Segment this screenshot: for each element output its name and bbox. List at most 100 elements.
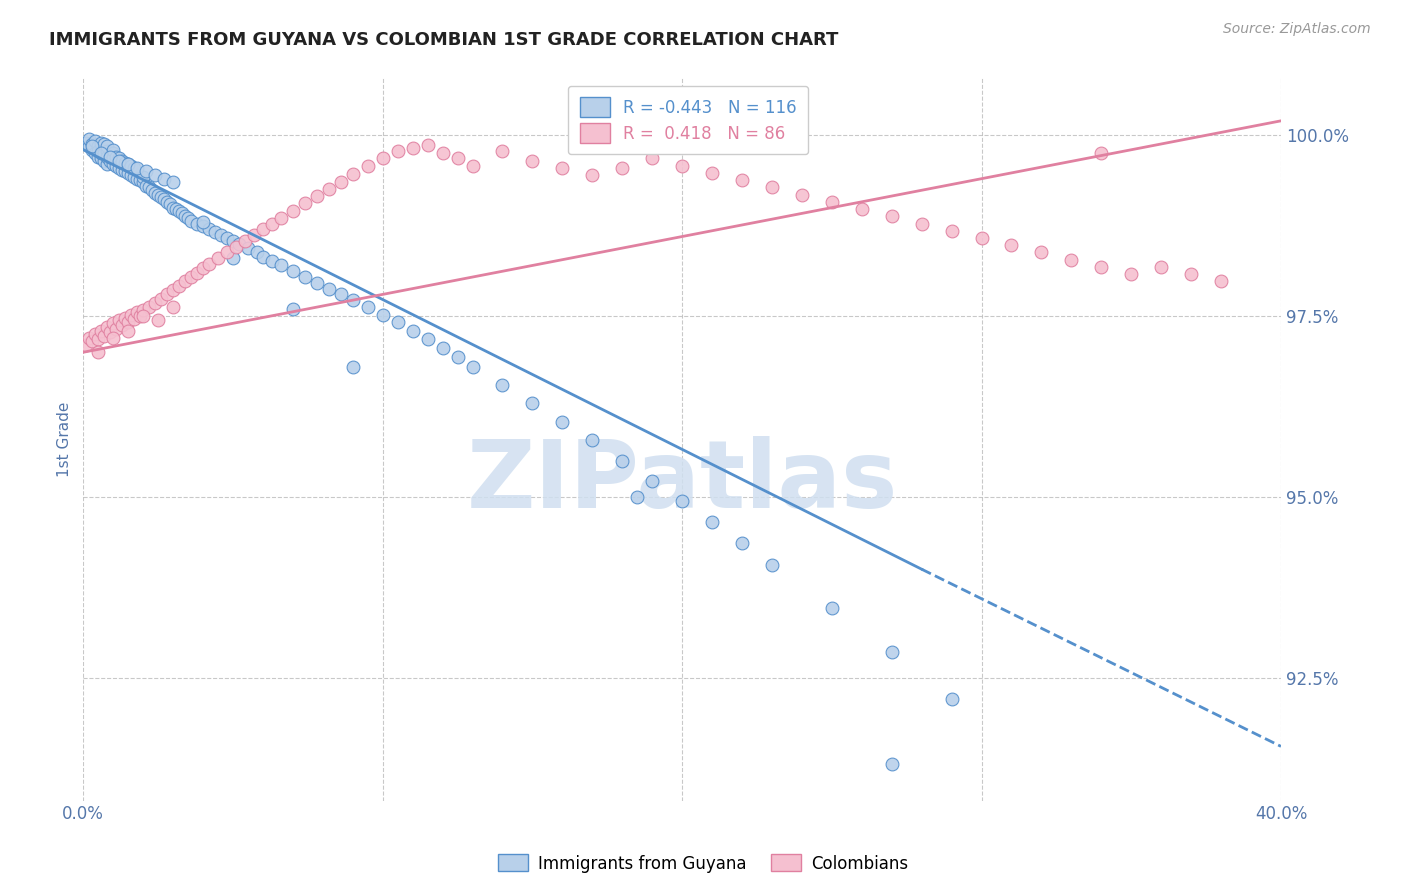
Point — [1060, 252, 1083, 267]
Point — [108, 312, 131, 326]
Point — [82, 143, 104, 157]
Point — [446, 350, 468, 364]
Point — [96, 139, 118, 153]
Point — [941, 224, 963, 238]
Point — [105, 322, 128, 336]
Point — [156, 287, 179, 301]
Point — [87, 139, 110, 153]
Point — [243, 228, 266, 243]
Point — [75, 338, 97, 352]
Point — [191, 261, 214, 276]
Point — [1000, 238, 1022, 252]
Point — [141, 182, 163, 196]
Point — [198, 257, 221, 271]
Point — [82, 139, 104, 153]
Point — [416, 332, 439, 346]
Point — [880, 645, 903, 659]
Point — [103, 316, 125, 330]
Point — [204, 225, 226, 239]
Legend: R = -0.443   N = 116, R =  0.418   N = 86: R = -0.443 N = 116, R = 0.418 N = 86 — [568, 86, 808, 154]
Point — [143, 168, 166, 182]
Point — [114, 164, 136, 178]
Point — [90, 152, 112, 166]
Text: Source: ZipAtlas.com: Source: ZipAtlas.com — [1223, 22, 1371, 37]
Point — [177, 211, 200, 226]
Point — [105, 150, 128, 164]
Point — [135, 178, 157, 193]
Point — [75, 136, 97, 150]
Point — [281, 264, 304, 278]
Point — [357, 159, 380, 173]
Point — [159, 197, 181, 211]
Point — [612, 161, 634, 175]
Point — [103, 152, 125, 166]
Point — [387, 315, 409, 329]
Point — [401, 141, 423, 155]
Point — [260, 254, 283, 268]
Point — [105, 159, 128, 173]
Point — [209, 228, 232, 243]
Point — [90, 136, 112, 150]
Point — [114, 310, 136, 325]
Point — [207, 252, 229, 266]
Point — [461, 359, 484, 374]
Point — [260, 217, 283, 231]
Point — [551, 415, 574, 429]
Point — [84, 134, 107, 148]
Point — [143, 186, 166, 201]
Point — [522, 396, 544, 410]
Point — [371, 152, 394, 166]
Point — [143, 296, 166, 310]
Point — [150, 292, 173, 306]
Point — [329, 287, 352, 301]
Point — [318, 282, 340, 296]
Point — [180, 213, 202, 227]
Point — [342, 293, 364, 308]
Point — [446, 152, 468, 166]
Point — [911, 217, 934, 231]
Point — [612, 454, 634, 468]
Point — [186, 266, 208, 280]
Point — [228, 236, 250, 251]
Point — [491, 145, 513, 159]
Point — [329, 175, 352, 189]
Point — [117, 157, 139, 171]
Point — [84, 327, 107, 342]
Point — [127, 305, 149, 319]
Point — [233, 234, 256, 248]
Point — [198, 222, 221, 236]
Point — [1090, 260, 1112, 274]
Point — [108, 153, 131, 168]
Point — [305, 189, 328, 203]
Point — [117, 324, 139, 338]
Point — [93, 153, 115, 168]
Point — [114, 155, 136, 169]
Point — [146, 312, 169, 326]
Point — [87, 332, 110, 346]
Point — [1121, 267, 1143, 281]
Point — [122, 312, 145, 326]
Point — [153, 171, 176, 186]
Point — [401, 324, 423, 338]
Text: ZIPatlas: ZIPatlas — [467, 436, 898, 528]
Point — [387, 145, 409, 159]
Point — [270, 211, 292, 225]
Point — [522, 153, 544, 168]
Point — [156, 194, 179, 209]
Point — [581, 168, 603, 182]
Point — [790, 187, 813, 202]
Point — [108, 152, 131, 166]
Point — [461, 159, 484, 173]
Point — [111, 153, 134, 168]
Point — [294, 270, 316, 285]
Point — [127, 171, 149, 186]
Point — [626, 490, 648, 504]
Point — [98, 150, 121, 164]
Point — [122, 170, 145, 185]
Point — [357, 301, 380, 315]
Point — [98, 148, 121, 162]
Point — [120, 308, 142, 322]
Point — [90, 141, 112, 155]
Point — [1209, 274, 1232, 288]
Point — [761, 558, 783, 572]
